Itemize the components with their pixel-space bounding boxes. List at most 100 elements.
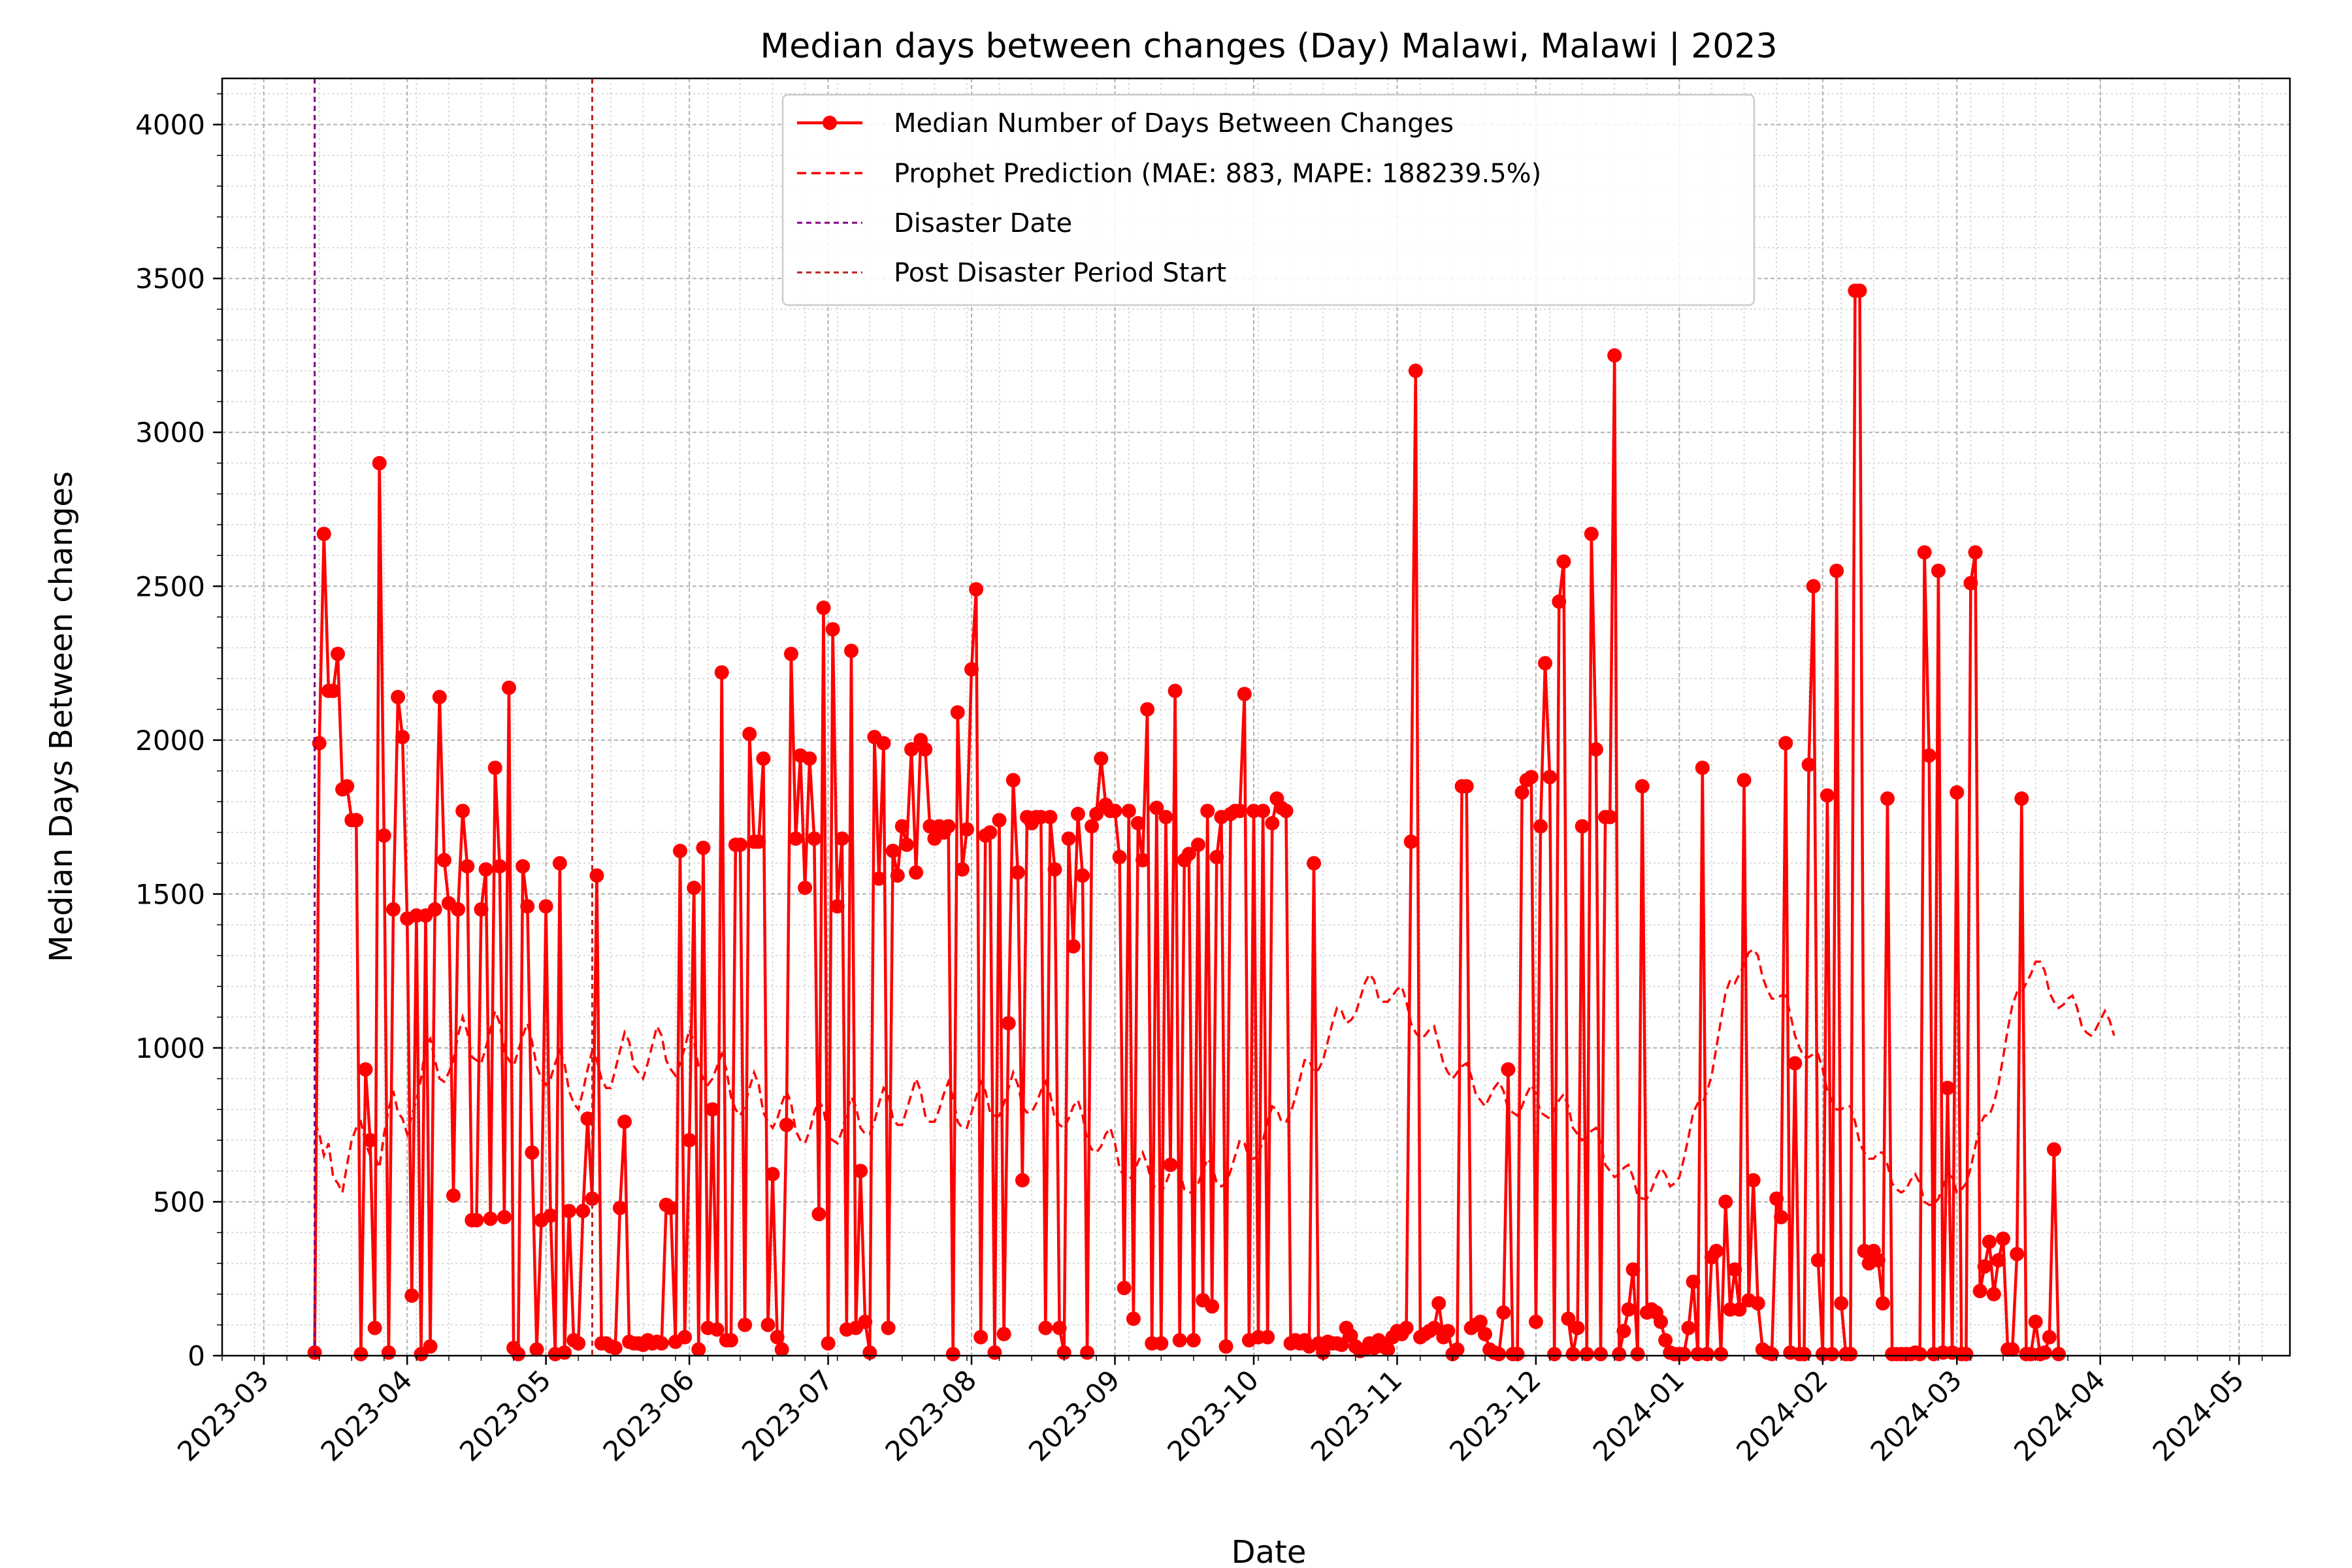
data-point: [890, 868, 905, 883]
data-point: [1968, 545, 1983, 560]
data-point: [1774, 1210, 1789, 1224]
data-point: [1043, 809, 1058, 825]
data-point: [1732, 1302, 1747, 1317]
data-point: [723, 1333, 738, 1348]
data-point: [2042, 1330, 2057, 1345]
data-point: [612, 1200, 627, 1215]
data-point: [423, 1339, 438, 1354]
data-point: [1579, 1347, 1594, 1362]
data-point: [1186, 1333, 1201, 1348]
data-point: [1441, 1324, 1456, 1339]
data-point: [1635, 779, 1650, 794]
data-point: [830, 899, 845, 914]
data-point: [1307, 856, 1321, 871]
data-point: [589, 868, 604, 883]
data-point: [520, 899, 535, 914]
data-point: [1625, 1262, 1641, 1277]
data-point: [1047, 862, 1062, 877]
data-point: [844, 644, 858, 659]
data-point: [765, 1167, 780, 1182]
data-point: [1870, 1253, 1886, 1267]
data-point: [1010, 865, 1025, 880]
data-point: [478, 862, 493, 877]
data-point: [2037, 1345, 2052, 1360]
data-point: [576, 1203, 591, 1218]
data-point: [950, 705, 965, 720]
data-point: [427, 902, 442, 917]
data-point: [1158, 809, 1173, 825]
data-point: [1959, 1347, 1974, 1362]
data-point: [2051, 1347, 2066, 1362]
data-point: [511, 1347, 526, 1362]
data-point: [1996, 1232, 2010, 1246]
data-point: [1492, 1347, 1507, 1362]
data-point: [474, 902, 489, 917]
data-point: [1737, 773, 1752, 788]
data-point: [1154, 1336, 1169, 1351]
data-point: [1265, 816, 1280, 830]
data-point: [714, 665, 729, 680]
data-point: [451, 902, 466, 917]
data-point: [1982, 1234, 1997, 1249]
data-point: [1408, 363, 1423, 378]
data-point: [331, 646, 345, 661]
data-point: [529, 1342, 544, 1357]
data-point: [710, 1322, 725, 1337]
data-point: [1977, 1259, 1992, 1274]
data-point: [367, 1320, 382, 1335]
data-point: [1972, 1284, 1987, 1299]
x-axis-label: Date: [1232, 1534, 1307, 1568]
data-point: [1917, 545, 1932, 560]
data-point: [1501, 1062, 1516, 1077]
data-point: [1399, 1320, 1414, 1335]
data-point: [608, 1341, 623, 1356]
data-point: [1695, 760, 1710, 776]
data-point: [821, 1336, 836, 1351]
data-point: [1135, 853, 1150, 868]
data-point: [460, 859, 475, 874]
data-point: [960, 822, 974, 837]
data-point: [1172, 1333, 1187, 1348]
data-point: [1986, 1286, 2001, 1301]
data-point: [1232, 804, 1247, 819]
data-point: [1810, 1253, 1825, 1267]
data-point: [312, 736, 327, 751]
data-point: [909, 865, 924, 880]
data-point: [1829, 563, 1844, 578]
data-point: [1514, 785, 1529, 800]
data-point: [1963, 576, 1978, 591]
data-point: [1593, 1347, 1608, 1362]
data-point: [2005, 1342, 2020, 1357]
data-point: [770, 1330, 785, 1345]
data-point: [1052, 1320, 1067, 1335]
data-point: [1015, 1173, 1030, 1188]
data-point: [1676, 1347, 1691, 1362]
data-point: [1616, 1324, 1631, 1339]
data-point: [992, 813, 1007, 828]
data-point: [1140, 702, 1155, 717]
vertical-lines: [314, 78, 593, 1356]
data-point: [1334, 1337, 1349, 1352]
data-point: [1117, 1281, 1132, 1296]
data-point: [1543, 770, 1558, 785]
data-point: [395, 730, 410, 745]
data-point: [340, 779, 355, 794]
data-point: [894, 819, 909, 834]
legend: Median Number of Days Between Changes Pr…: [781, 93, 1756, 306]
actual-series-points: [307, 284, 2066, 1362]
data-point: [756, 751, 771, 766]
legend-label-prophet: Prophet Prediction (MAE: 883, MAPE: 1882…: [894, 159, 1541, 189]
data-point: [1658, 1333, 1673, 1348]
data-point: [899, 838, 914, 852]
data-point: [358, 1062, 373, 1077]
data-point: [1089, 806, 1104, 821]
data-point: [492, 859, 507, 874]
data-point: [1654, 1315, 1668, 1330]
data-point: [751, 834, 766, 849]
data-point: [562, 1203, 576, 1218]
data-point: [811, 1207, 826, 1222]
data-point: [682, 1133, 697, 1148]
data-point: [1149, 800, 1164, 815]
data-point: [853, 1164, 868, 1179]
data-point: [1061, 831, 1076, 846]
